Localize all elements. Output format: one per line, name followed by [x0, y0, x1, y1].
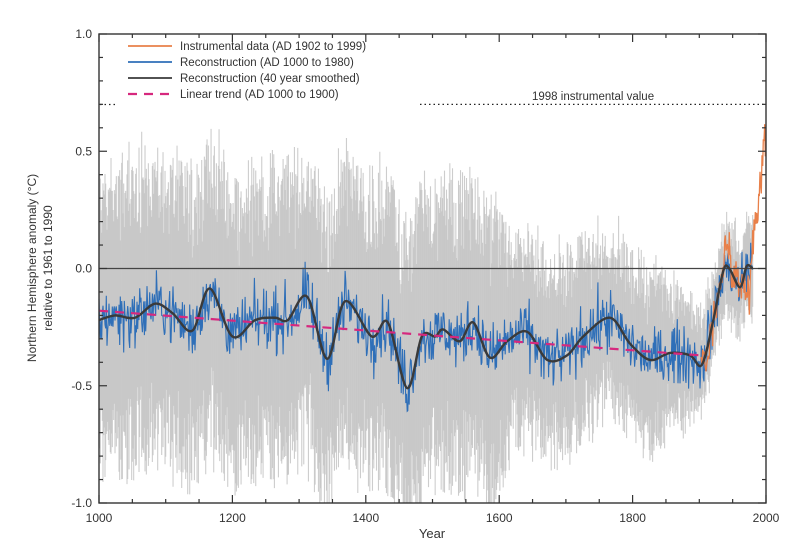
y-tick-label: 0.5 — [75, 144, 92, 158]
y-tick-label: -0.5 — [71, 379, 92, 393]
axes: 1000 1200 1400 1600 1800 2000 1.0 0.5 0.0 -0.5 -1.… — [71, 27, 779, 525]
trend-line — [98, 309, 700, 357]
x-axis-label: Year — [419, 526, 446, 540]
y-tick-label: 0.0 — [75, 262, 92, 276]
y-tick-label: -1.0 — [71, 496, 92, 510]
smoothed-series — [98, 263, 754, 390]
y-tick-label: 1.0 — [75, 27, 92, 41]
y-axis-label-line1: Northern Hemisphere anomaly (°C) — [25, 174, 39, 362]
x-tick-label: 2000 — [753, 511, 780, 525]
smoothed-line — [98, 263, 754, 390]
reference-line-label: 1998 instrumental value — [532, 91, 654, 103]
x-tick-label: 1600 — [486, 511, 513, 525]
linear-trend-series — [98, 309, 700, 357]
legend-label-0: Instrumental data (AD 1902 to 1999) — [180, 41, 366, 53]
legend: Instrumental data (AD 1902 to 1999) Recon… — [128, 41, 366, 101]
legend-label-3: Linear trend (AD 1000 to 1900) — [180, 89, 339, 101]
y-axis-label-line2: relative to 1961 to 1990 — [41, 205, 55, 331]
x-tick-label: 1000 — [86, 511, 113, 525]
x-tick-label: 1400 — [352, 511, 379, 525]
legend-background — [118, 38, 418, 110]
legend-label-1: Reconstruction (AD 1000 to 1980) — [180, 57, 354, 69]
x-tick-label: 1200 — [219, 511, 246, 525]
uncertainty-band — [98, 128, 754, 503]
legend-label-2: Reconstruction (40 year smoothed) — [180, 73, 360, 85]
x-tick-label: 1800 — [619, 511, 646, 525]
